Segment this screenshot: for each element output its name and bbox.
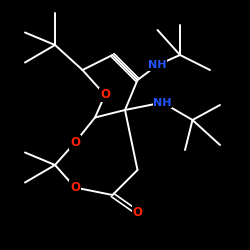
Text: O: O xyxy=(100,88,110,102)
Text: O: O xyxy=(132,206,142,219)
Text: NH: NH xyxy=(153,98,172,108)
Text: O: O xyxy=(70,181,80,194)
Text: NH: NH xyxy=(148,60,167,70)
Text: O: O xyxy=(70,136,80,149)
